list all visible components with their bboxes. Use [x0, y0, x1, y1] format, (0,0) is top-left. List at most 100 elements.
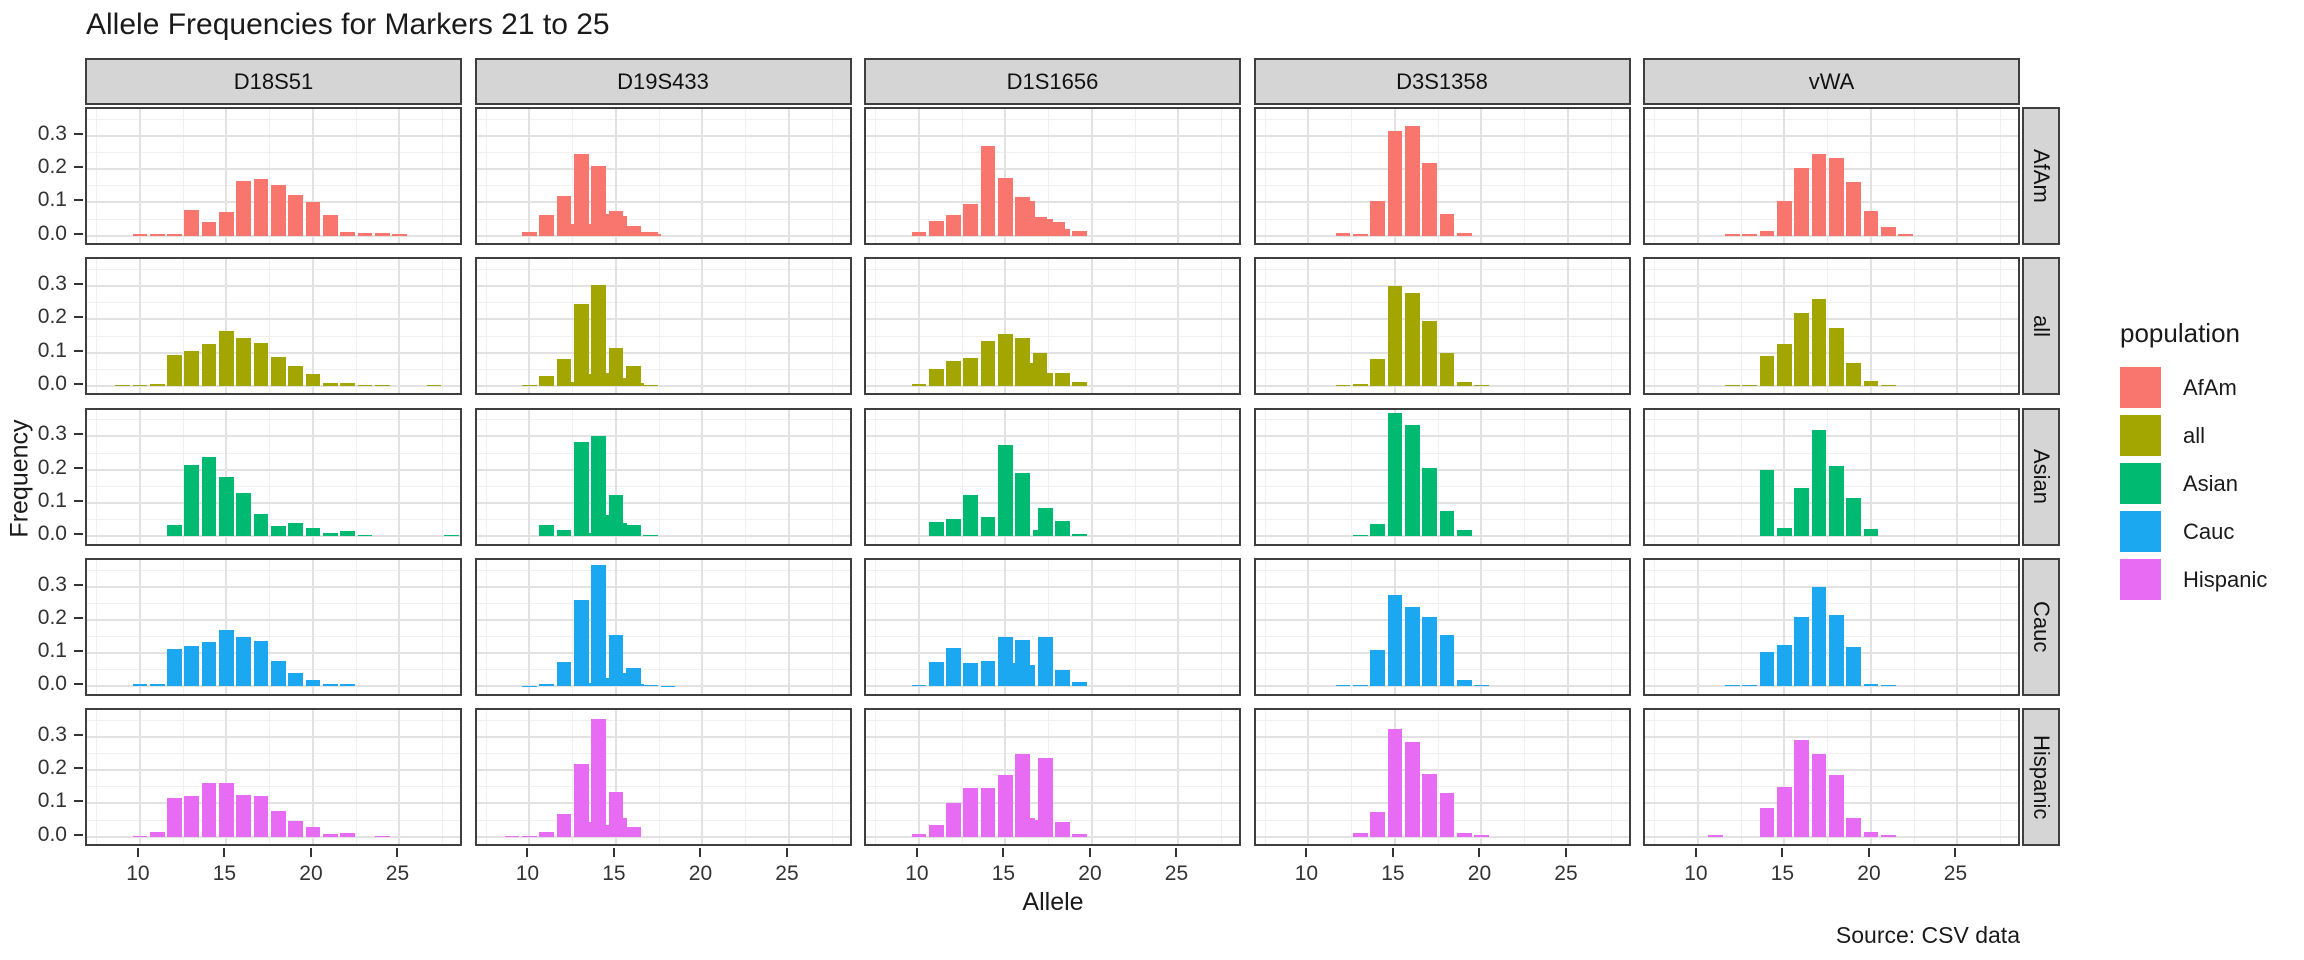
gridline	[1645, 384, 2018, 387]
legend-title: population	[2120, 318, 2240, 348]
gridline	[398, 559, 401, 694]
x-tick	[699, 848, 702, 857]
gridline	[866, 753, 1239, 755]
bar-vWA-Asian-14	[1759, 469, 1775, 537]
gridline	[1221, 409, 1223, 544]
gridline	[866, 335, 1239, 337]
bar-D3S1358-AfAm-13	[1352, 233, 1368, 236]
bar-D3S1358-Cauc-20	[1474, 685, 1489, 687]
bar-D18S51-all-24	[374, 385, 390, 386]
bar-D3S1358-all-13	[1352, 384, 1368, 386]
gridline	[1255, 835, 1629, 838]
gridline	[1480, 559, 1483, 694]
x-tick	[396, 848, 399, 857]
gridline	[182, 409, 184, 544]
gridline	[787, 710, 790, 844]
gridline	[269, 559, 271, 694]
gridline	[1645, 302, 2018, 304]
bar-D1S1656-Cauc-10	[911, 685, 927, 687]
gridline	[87, 351, 460, 354]
panel-vWA-Asian	[1643, 407, 2020, 546]
gridline	[1255, 685, 1629, 688]
gridline	[1134, 409, 1136, 544]
bar-D19S433-Hispanic-14	[591, 718, 606, 837]
bar-D19S433-Asian-11	[539, 524, 555, 537]
gridline	[1264, 710, 1266, 844]
gridline	[1351, 109, 1353, 243]
bar-D18S51-Asian-12	[167, 524, 182, 537]
gridline	[87, 569, 460, 571]
bar-D1S1656-Hispanic-11	[928, 825, 944, 837]
bar-D19S433-AfAm-11	[539, 215, 555, 236]
gridline	[1090, 259, 1093, 394]
gridline	[1645, 152, 2018, 154]
gridline	[269, 710, 271, 844]
gridline	[866, 118, 1239, 120]
gridline	[1566, 259, 1569, 394]
bar-D1S1656-Asian-16	[1015, 473, 1031, 537]
bar-D18S51-Asian-18	[271, 525, 286, 537]
gridline	[87, 618, 460, 621]
gridline	[311, 109, 314, 243]
gridline	[1255, 501, 1629, 504]
bar-D18S51-Cauc-14	[201, 641, 217, 687]
gridline	[866, 719, 1239, 721]
gridline	[87, 335, 460, 337]
gridline	[1307, 109, 1310, 243]
bar-D18S51-Hispanic-10	[132, 835, 148, 837]
y-tick-label: 0.2	[37, 155, 67, 179]
bar-D18S51-Hispanic-16	[236, 795, 252, 837]
gridline	[87, 636, 460, 638]
bar-D18S51-Asian-28	[444, 534, 459, 537]
row-strip-Cauc: Cauc	[2022, 557, 2060, 696]
gridline	[917, 710, 920, 844]
y-tick-label: 0.3	[37, 572, 67, 596]
gridline	[866, 302, 1239, 304]
legend-swatch-icon	[2120, 367, 2161, 408]
gridline	[1524, 109, 1526, 243]
bar-vWA-AfAm-17	[1811, 154, 1827, 236]
bar-vWA-Cauc-14	[1759, 651, 1775, 687]
gridline	[866, 234, 1239, 237]
legend: population AfAm all Asian Cauc Hispanic	[2120, 318, 2267, 607]
gridline	[1351, 259, 1353, 394]
gridline	[866, 485, 1239, 487]
gridline	[1696, 710, 1699, 844]
gridline	[866, 318, 1239, 321]
gridline	[1654, 409, 1656, 544]
gridline	[311, 710, 314, 844]
gridline	[787, 109, 790, 243]
gridline	[96, 259, 98, 394]
bar-D1S1656-Asian-15	[998, 444, 1013, 537]
gridline	[1869, 710, 1872, 844]
gridline	[138, 710, 141, 844]
bar-vWA-Hispanic-17	[1811, 753, 1827, 837]
gridline	[476, 719, 850, 721]
y-tick-label: 0.3	[37, 272, 67, 296]
gridline	[225, 559, 228, 694]
gridline	[476, 769, 850, 772]
gridline	[1740, 710, 1742, 844]
bar-D1S1656-Cauc-12	[946, 648, 961, 687]
y-tick	[74, 283, 83, 286]
gridline	[1177, 409, 1180, 544]
gridline	[87, 585, 460, 588]
y-tick	[74, 199, 83, 202]
gridline	[614, 259, 617, 394]
bar-vWA-AfAm-22	[1898, 234, 1913, 236]
y-tick-label: 0.0	[37, 672, 67, 696]
panel-D19S433-Asian	[474, 407, 852, 546]
bar-D18S51-Cauc-19	[288, 673, 303, 687]
gridline	[1307, 259, 1310, 394]
x-tick	[1954, 848, 1957, 857]
gridline	[745, 259, 747, 394]
gridline	[225, 710, 228, 844]
bar-D3S1358-Cauc-17	[1422, 616, 1437, 687]
gridline	[866, 636, 1239, 638]
gridline	[1696, 559, 1699, 694]
bar-D3S1358-AfAm-17	[1422, 162, 1437, 236]
gridline	[1610, 710, 1612, 844]
x-tick-label: 10	[515, 862, 540, 885]
gridline	[1524, 409, 1526, 544]
panel-D19S433-AfAm	[474, 107, 852, 245]
